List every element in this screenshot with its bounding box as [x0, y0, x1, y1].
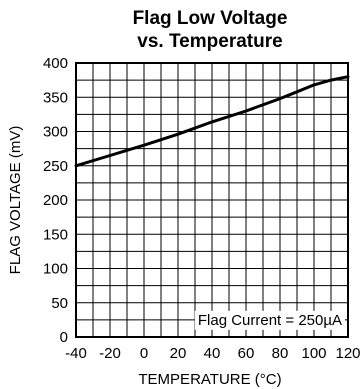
annotation-background	[194, 310, 345, 330]
chart-title-line-2: vs. Temperature	[137, 31, 282, 52]
y-tick-labels: 0 50 100 150 200 250 300 350 400	[43, 55, 68, 346]
x-tick-label: -40	[65, 345, 87, 362]
y-tick-label: 200	[43, 192, 68, 209]
y-tick-label: 50	[51, 295, 68, 312]
x-tick-label: 120	[335, 345, 360, 362]
x-tick-label: 20	[170, 345, 187, 362]
x-tick-label: 0	[140, 345, 148, 362]
y-tick-label: 350	[43, 89, 68, 106]
chart-title-line-1: Flag Low Voltage	[133, 8, 288, 29]
y-tick-label: 150	[43, 226, 68, 243]
x-tick-label: -20	[99, 345, 121, 362]
x-tick-label: 80	[272, 345, 289, 362]
y-tick-label: 100	[43, 261, 68, 278]
x-tick-labels: -40 -20 0 20 40 60 80 100 120	[65, 345, 360, 362]
grid	[76, 63, 348, 337]
y-tick-label: 250	[43, 158, 68, 175]
y-tick-label: 400	[43, 55, 68, 72]
plot-frame	[75, 62, 349, 338]
x-tick-label: 40	[204, 345, 221, 362]
x-tick-label: 60	[238, 345, 255, 362]
series-line-flag-voltage	[74, 75, 350, 168]
x-tick-label: 100	[301, 345, 326, 362]
y-axis-title: FLAG VOLTAGE (mV)	[7, 126, 24, 275]
series-layer	[74, 75, 350, 168]
annotation-flag-current: Flag Current = 250µA	[198, 312, 342, 329]
x-axis-title: TEMPERATURE (°C)	[138, 371, 281, 388]
y-tick-label: 300	[43, 124, 68, 141]
y-tick-label: 0	[60, 329, 68, 346]
